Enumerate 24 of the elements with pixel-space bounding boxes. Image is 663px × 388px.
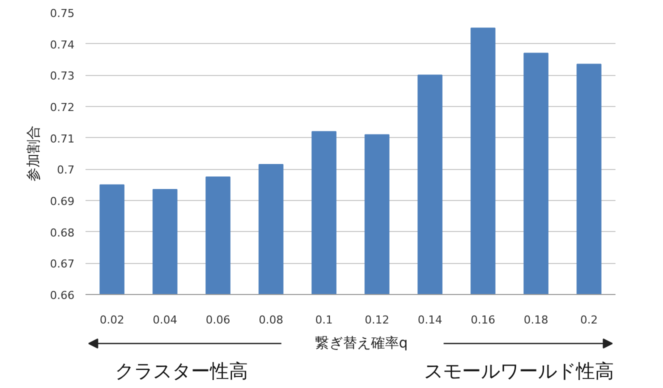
y-tick-label: 0.68: [50, 226, 75, 240]
x-tick-label: 0.04: [152, 314, 178, 326]
x-tick-label: 0.06: [206, 314, 230, 326]
x-tick-label: 0.16: [470, 314, 496, 326]
y-tick-label: 0.73: [50, 70, 75, 83]
x-tick-label: 0.02: [100, 314, 124, 326]
y-tick-label: 0.7: [57, 164, 75, 177]
text: スモールワールド性高: [424, 360, 614, 382]
x-tick-label: 0.2: [580, 314, 598, 326]
x-tick-label: 0.12: [364, 314, 390, 326]
x-tick-label: 0.18: [524, 314, 548, 326]
y-tick-label: 0.67: [50, 258, 75, 271]
x-tick-label: 0.14: [418, 314, 442, 326]
y-tick-label: 0.75: [50, 7, 75, 20]
y-tick-label: 0.69: [50, 195, 75, 208]
y-tick-label: 0.71: [50, 132, 75, 146]
y-tick-label: 0.74: [50, 38, 75, 52]
x-tick-label: 0.1: [315, 314, 333, 326]
y-tick-label: 0.66: [50, 289, 75, 302]
text: クラスター性高: [114, 360, 248, 382]
y-axis-title: 参加割合: [26, 126, 42, 182]
x-tick-label: 0.08: [258, 314, 284, 326]
x-axis-title: 繋ぎ替え確率q: [314, 336, 408, 352]
y-tick-label: 0.72: [50, 101, 75, 114]
